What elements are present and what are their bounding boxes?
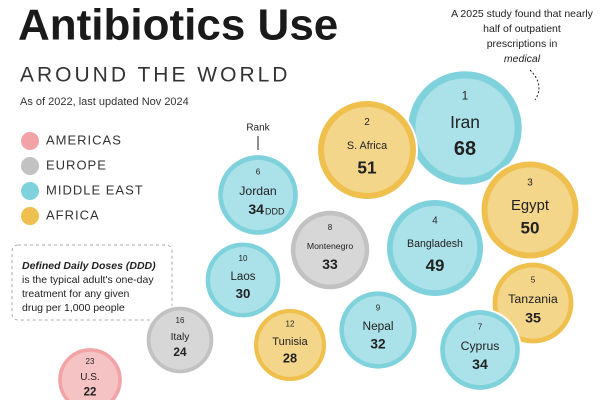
country: Jordan	[239, 184, 277, 198]
value: 22	[84, 387, 97, 399]
rank: 7	[478, 323, 483, 332]
title: Antibiotics Use	[18, 1, 338, 50]
legend-label: AFRICA	[46, 207, 100, 222]
legend-swatch	[21, 132, 39, 150]
rank: 8	[328, 223, 333, 232]
callout-text: A 2025 study found that nearly	[451, 8, 594, 20]
bubble-inner	[415, 78, 515, 178]
rank: 9	[376, 303, 381, 312]
callout-arrow	[529, 69, 540, 101]
bubble-inner	[258, 313, 322, 377]
value: 51	[357, 158, 377, 178]
legend-label: AMERICAS	[46, 132, 122, 147]
definition-term: Defined Daily Doses (DDD)	[22, 260, 156, 272]
value: 68	[454, 138, 476, 160]
definition-box	[11, 244, 173, 321]
country: U.S.	[80, 372, 99, 383]
rank-label: Rank	[246, 123, 270, 134]
bubble-inner	[61, 351, 119, 400]
definition-text: treatment for any given	[22, 288, 130, 300]
country: Nepal	[363, 319, 394, 333]
bubble	[438, 308, 522, 392]
country: Tunisia	[272, 336, 308, 348]
content: AMERICAS EUROPE MIDDLE EAST AFRICA Defined D…	[21, 8, 594, 400]
legend-label: EUROPE	[46, 157, 107, 172]
rank: 1	[462, 90, 468, 102]
bubble-inner	[497, 267, 569, 339]
rank: 23	[86, 357, 95, 366]
bubble-inner	[343, 295, 413, 365]
bubble-inner	[487, 167, 573, 253]
callout-text: medical	[504, 53, 541, 65]
subtitle: AROUND THE WORLD	[20, 64, 290, 87]
unit: DDD	[265, 207, 285, 217]
country: Bangladesh	[407, 238, 463, 250]
rank: 5	[531, 275, 536, 284]
callout-text: prescriptions in	[487, 38, 558, 50]
date-note: As of 2022, last updated Nov 2024	[20, 96, 189, 108]
bubble-inner	[210, 247, 276, 313]
bubble-inner	[444, 314, 516, 386]
value: 34	[248, 201, 264, 217]
bubble	[316, 99, 418, 201]
bubble	[216, 153, 300, 237]
value: 34	[472, 356, 488, 372]
legend-swatch	[21, 182, 39, 200]
country: Tanzania	[508, 292, 558, 306]
definition-text: drug per 1,000 people	[22, 302, 125, 314]
rank: 10	[239, 254, 248, 263]
bubble-inner	[295, 215, 365, 285]
value: 30	[236, 286, 251, 301]
value: 35	[525, 311, 541, 327]
bubble	[385, 198, 485, 298]
country: Italy	[171, 332, 191, 343]
legend-label: MIDDLE EAST	[46, 182, 144, 197]
value: 50	[521, 218, 540, 237]
bubble	[251, 306, 329, 384]
rank: 6	[256, 168, 261, 177]
bubble	[288, 208, 372, 292]
country: Iran	[450, 112, 480, 132]
rank: 3	[527, 177, 533, 188]
bubble	[479, 159, 581, 261]
rank: 16	[176, 316, 185, 325]
value: 28	[283, 350, 297, 365]
legend-swatch	[21, 157, 39, 175]
definition-text: is the typical adult's one-day	[22, 274, 154, 286]
bubble	[144, 304, 216, 376]
value: 24	[173, 345, 187, 359]
value: 32	[370, 337, 386, 352]
legend-swatch	[21, 207, 39, 225]
country: S. Africa	[347, 140, 387, 152]
bubble-inner	[324, 107, 410, 193]
callout-text: half of outpatient	[483, 23, 561, 35]
bubble	[337, 289, 419, 371]
rank: 12	[286, 320, 295, 329]
country: Laos	[231, 271, 256, 283]
bubble-inner	[150, 310, 210, 370]
value: 33	[322, 256, 338, 272]
value: 49	[426, 256, 445, 275]
bubble	[56, 346, 124, 400]
bubble-inner	[222, 159, 294, 231]
bubble-inner	[392, 205, 478, 291]
country: Cyprus	[461, 339, 500, 353]
country: Egypt	[511, 198, 550, 214]
rank: 2	[364, 117, 370, 128]
bubble	[203, 240, 283, 320]
country: Montenegro	[307, 241, 353, 251]
rank: 4	[432, 216, 438, 227]
